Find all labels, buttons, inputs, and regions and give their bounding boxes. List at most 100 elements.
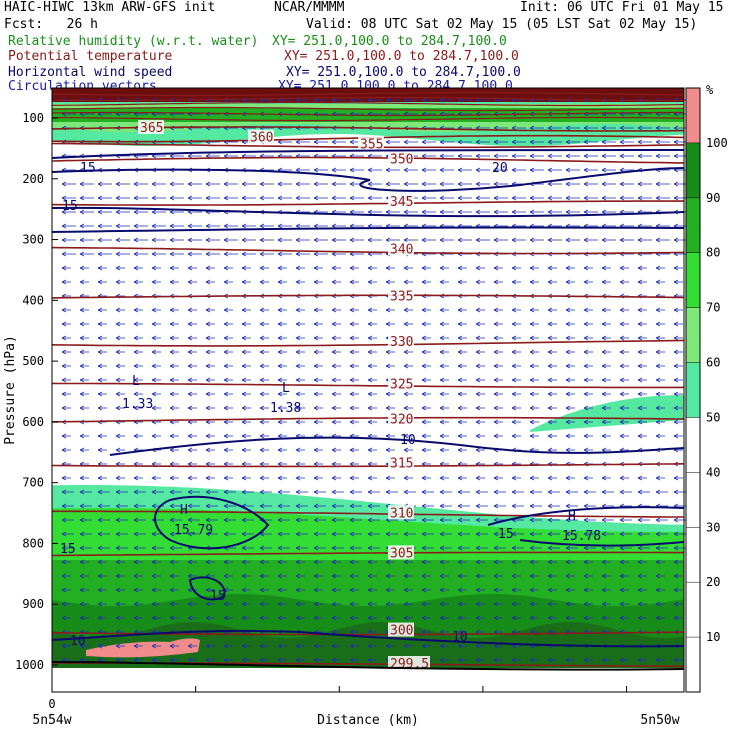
wind-vector [295,475,305,481]
wind-vector [295,559,305,565]
wind-vector [61,503,74,509]
wind-vector [115,209,130,215]
wind-vector [565,447,575,453]
wind-vector [61,335,71,341]
wind-vector [493,405,503,411]
wind-vector [493,391,503,397]
wind-vector [673,573,683,579]
theta-contour [51,551,684,557]
wind-vector [403,279,413,285]
wind-vector [79,601,89,607]
wind-vector [205,601,215,607]
wind-vector [223,615,233,621]
wind-vector [583,587,593,593]
wind-vector [565,167,580,173]
wind-vector [637,545,650,551]
wind-vector [241,531,254,537]
wind-vector [547,307,557,313]
wind-vector [115,223,130,229]
wind-vector [259,643,269,649]
wind-vector [97,279,107,285]
wind-vector [169,573,179,579]
wind-vector [61,517,74,523]
wind-vector [205,335,215,341]
wind-vector [133,643,143,649]
wind-vector [619,489,632,495]
wind-vector [583,489,596,495]
x-end-label-right: 5n50w [640,713,679,728]
wind-vector [97,489,110,495]
wind-vector [295,335,305,341]
wind-vector [97,447,107,453]
wind-vector [619,139,634,145]
wind-vector [385,489,398,495]
wind-vector [565,391,575,397]
wind-vector [223,531,236,537]
wind-vector [637,321,647,327]
wind-vector [619,125,634,131]
wind-vector [601,279,611,285]
wind-vector [295,279,305,285]
wind-vector [115,321,125,327]
wind-vector [61,643,71,649]
wind-vector [241,349,251,355]
wind-vector [367,195,382,201]
wind-vector [97,587,107,593]
wind-vector [565,125,580,131]
wind-vector [439,433,449,439]
wind-vector [151,657,161,663]
wind-vector [601,321,611,327]
wind-vector [565,335,575,341]
wind-vector [295,545,308,551]
wind-vector [313,503,326,509]
wind-vector [223,433,233,439]
wind-vector [151,237,166,243]
wind-vector [457,419,467,425]
plot-title: HAIC-HIWC 13km ARW-GFS init [4,0,216,15]
wind-vector [439,195,454,201]
wind-vector [169,181,184,187]
wind-vector [277,489,290,495]
wind-vector [151,503,164,509]
y-axis-label: Pressure (hPa) [3,335,18,445]
wind-vector [601,559,611,565]
wind-vector [367,307,377,313]
wind-vector [223,335,233,341]
wind-vector [655,279,665,285]
wind-vector [529,321,539,327]
wind-vector [565,587,575,593]
wind-vector [313,167,328,173]
wind-vector [79,475,89,481]
wind-vector [565,657,575,663]
wind-vector [187,531,200,537]
wind-vector [493,573,503,579]
wind-vector [277,265,287,271]
wind-vector [97,251,112,257]
wind-vector [295,349,305,355]
wind-vector [565,489,578,495]
wind-vector [511,349,521,355]
wind-vector [295,531,308,537]
wind-vector [259,237,274,243]
wind-vector [331,559,341,565]
wind-vector [367,545,380,551]
wind-vector [673,391,683,397]
wind-vector [79,251,94,257]
wind-vector [187,615,197,621]
wind-vector [295,643,305,649]
wind-vector [511,405,521,411]
wind-contour-h2b [519,539,685,547]
wind-vector [169,447,179,453]
wind-vector [61,307,71,313]
wind-vector [169,489,182,495]
wind-vector [439,363,449,369]
wind-vector [637,419,647,425]
wind-vector [637,615,647,621]
wind-vector [403,643,413,649]
wind-vector [313,545,326,551]
wind-vector [421,517,434,523]
wind-vector [457,139,472,145]
rh-mid-patch [530,395,684,432]
wind-vector [547,531,560,537]
wind-vector [529,657,539,663]
